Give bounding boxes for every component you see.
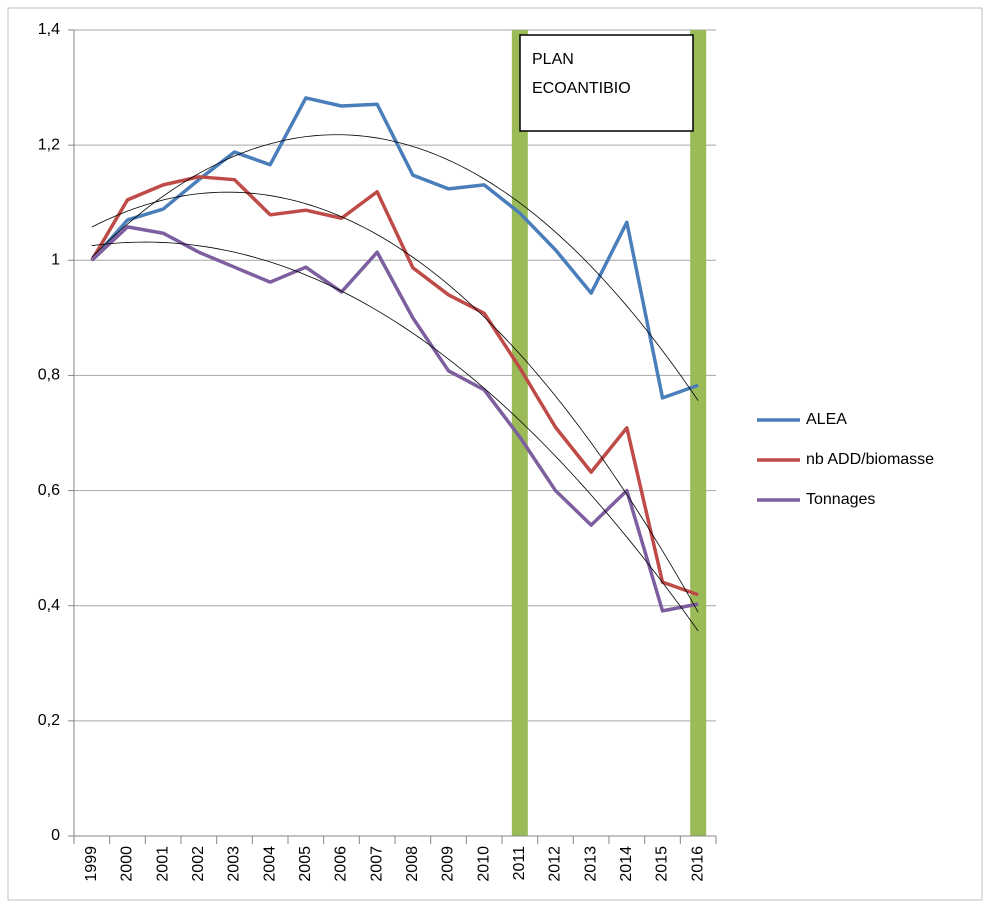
y-tick-label: 1,4 (38, 21, 60, 38)
x-tick-label: 2011 (511, 846, 528, 881)
trendline (91, 191, 699, 613)
x-tick-label: 2000 (119, 846, 136, 882)
annotation-text: PLAN (532, 51, 574, 68)
x-tick-label: 2016 (689, 846, 706, 882)
y-tick-label: 0,6 (38, 482, 60, 499)
x-tick-label: 2014 (618, 846, 635, 882)
x-tick-label: 2006 (333, 846, 350, 882)
y-tick-label: 1,2 (38, 136, 60, 153)
series-line (90, 225, 699, 613)
highlight-band (690, 30, 707, 836)
x-tick-label: 2015 (654, 846, 671, 882)
legend-label: ALEA (806, 411, 847, 428)
x-tick-label: 2008 (404, 846, 421, 882)
x-tick-label: 2013 (582, 846, 599, 882)
y-tick-label: 1 (51, 252, 60, 269)
x-tick-label: 1999 (83, 846, 100, 882)
series-line (90, 96, 699, 400)
y-tick-label: 0 (51, 827, 60, 844)
x-tick-label: 2007 (368, 846, 385, 882)
x-tick-label: 2012 (547, 846, 564, 882)
highlight-band (511, 30, 528, 836)
x-tick-label: 2002 (190, 846, 207, 882)
x-tick-label: 2004 (261, 846, 278, 882)
annotation-box (519, 34, 694, 132)
x-tick-label: 2005 (297, 846, 314, 882)
y-tick-label: 0,4 (38, 597, 60, 614)
chart-frame (7, 7, 983, 901)
y-tick-label: 0,8 (38, 367, 60, 384)
x-tick-label: 2003 (226, 846, 243, 882)
x-tick-label: 2009 (440, 846, 457, 882)
annotation-text: ECOANTIBIO (532, 80, 631, 97)
legend-label: nb ADD/biomasse (806, 451, 934, 468)
y-tick-label: 0,2 (38, 712, 60, 729)
x-tick-label: 2001 (154, 846, 171, 882)
trendline (91, 241, 699, 632)
legend-label: Tonnages (806, 491, 875, 508)
series-line (90, 175, 699, 597)
x-tick-label: 2010 (475, 846, 492, 882)
trendline (91, 134, 699, 401)
